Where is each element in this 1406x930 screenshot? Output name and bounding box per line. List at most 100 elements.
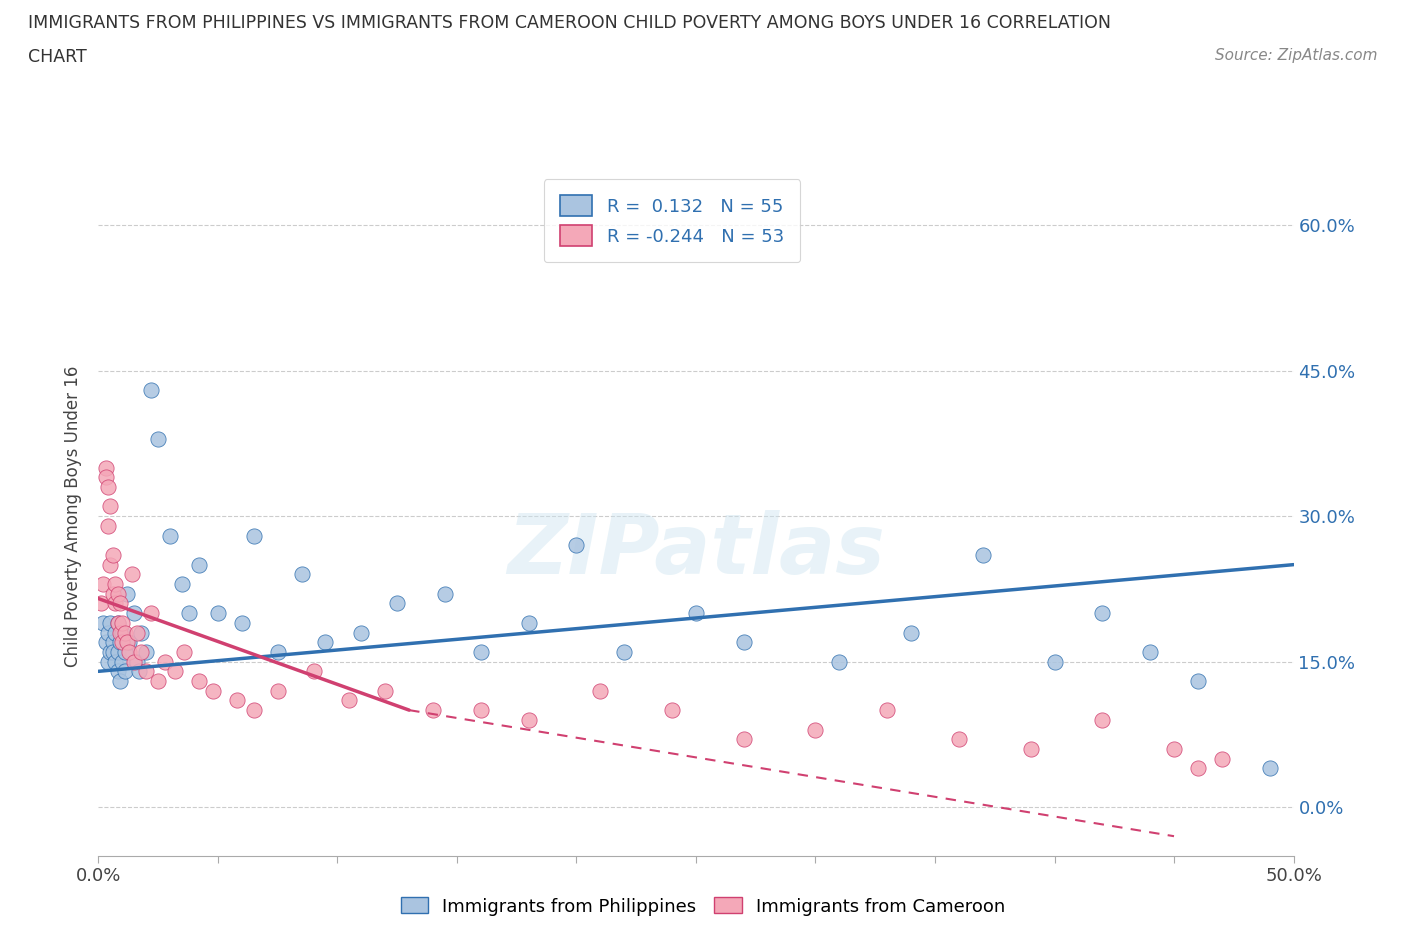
Point [613, 644, 636, 659]
Point [1091, 605, 1114, 620]
Point [374, 684, 396, 698]
Point [98, 557, 122, 572]
Point [97, 480, 120, 495]
Point [900, 625, 922, 640]
Point [173, 644, 195, 659]
Point [125, 625, 148, 640]
Point [589, 684, 612, 698]
Point [172, 577, 194, 591]
Point [94, 635, 117, 650]
Point [131, 644, 153, 659]
Point [565, 538, 588, 552]
Point [115, 635, 138, 650]
Point [187, 557, 209, 572]
Point [148, 673, 170, 688]
Point [267, 644, 290, 659]
Point [226, 693, 249, 708]
Point [107, 586, 129, 601]
Point [131, 625, 153, 640]
Point [267, 684, 290, 698]
Text: IMMIGRANTS FROM PHILIPPINES VS IMMIGRANTS FROM CAMEROON CHILD POVERTY AMONG BOYS: IMMIGRANTS FROM PHILIPPINES VS IMMIGRANT… [28, 14, 1111, 32]
Point [135, 644, 157, 659]
Point [1043, 654, 1066, 669]
Point [828, 654, 851, 669]
Text: Source: ZipAtlas.com: Source: ZipAtlas.com [1215, 48, 1378, 63]
Point [1163, 741, 1185, 756]
Point [433, 586, 456, 601]
Point [517, 616, 540, 631]
Point [207, 605, 229, 620]
Point [115, 586, 138, 601]
Text: ZIPatlas: ZIPatlas [508, 510, 884, 591]
Point [128, 664, 150, 679]
Point [111, 635, 134, 650]
Point [107, 616, 129, 631]
Point [101, 548, 124, 563]
Point [243, 528, 266, 543]
Point [202, 684, 225, 698]
Point [108, 635, 131, 650]
Point [179, 605, 201, 620]
Point [114, 625, 136, 640]
Point [111, 625, 134, 640]
Point [1258, 761, 1281, 776]
Point [104, 577, 127, 591]
Point [107, 644, 129, 659]
Point [135, 664, 157, 679]
Point [1139, 644, 1161, 659]
Point [972, 548, 994, 563]
Point [163, 664, 186, 679]
Point [101, 644, 124, 659]
Point [187, 673, 209, 688]
Point [139, 382, 162, 397]
Point [121, 567, 143, 582]
Point [107, 664, 129, 679]
Point [155, 654, 177, 669]
Point [470, 703, 492, 718]
Point [91, 616, 114, 631]
Point [1187, 673, 1209, 688]
Point [315, 635, 337, 650]
Point [108, 673, 131, 688]
Point [98, 616, 122, 631]
Point [1019, 741, 1042, 756]
Point [91, 577, 114, 591]
Point [98, 499, 122, 514]
Point [104, 625, 127, 640]
Point [97, 654, 120, 669]
Point [98, 644, 122, 659]
Point [101, 586, 124, 601]
Point [94, 460, 117, 475]
Legend: R =  0.132   N = 55, R = -0.244   N = 53: R = 0.132 N = 55, R = -0.244 N = 53 [544, 179, 800, 262]
Point [385, 596, 409, 611]
Point [159, 528, 181, 543]
Point [1091, 712, 1114, 727]
Point [124, 654, 146, 669]
Point [104, 654, 127, 669]
Text: CHART: CHART [28, 48, 87, 66]
Point [661, 703, 683, 718]
Point [517, 712, 540, 727]
Point [876, 703, 898, 718]
Point [804, 722, 827, 737]
Point [948, 732, 970, 747]
Point [107, 616, 129, 631]
Point [1211, 751, 1233, 766]
Point [231, 616, 253, 631]
Point [114, 644, 136, 659]
Point [339, 693, 360, 708]
Point [118, 644, 141, 659]
Point [733, 732, 755, 747]
Y-axis label: Child Poverty Among Boys Under 16: Child Poverty Among Boys Under 16 [65, 365, 83, 667]
Point [118, 635, 141, 650]
Point [101, 635, 124, 650]
Point [108, 625, 131, 640]
Legend: Immigrants from Philippines, Immigrants from Cameroon: Immigrants from Philippines, Immigrants … [395, 892, 1011, 921]
Point [139, 605, 162, 620]
Point [114, 664, 136, 679]
Point [422, 703, 444, 718]
Point [470, 644, 492, 659]
Point [291, 567, 314, 582]
Point [94, 470, 117, 485]
Point [111, 654, 134, 669]
